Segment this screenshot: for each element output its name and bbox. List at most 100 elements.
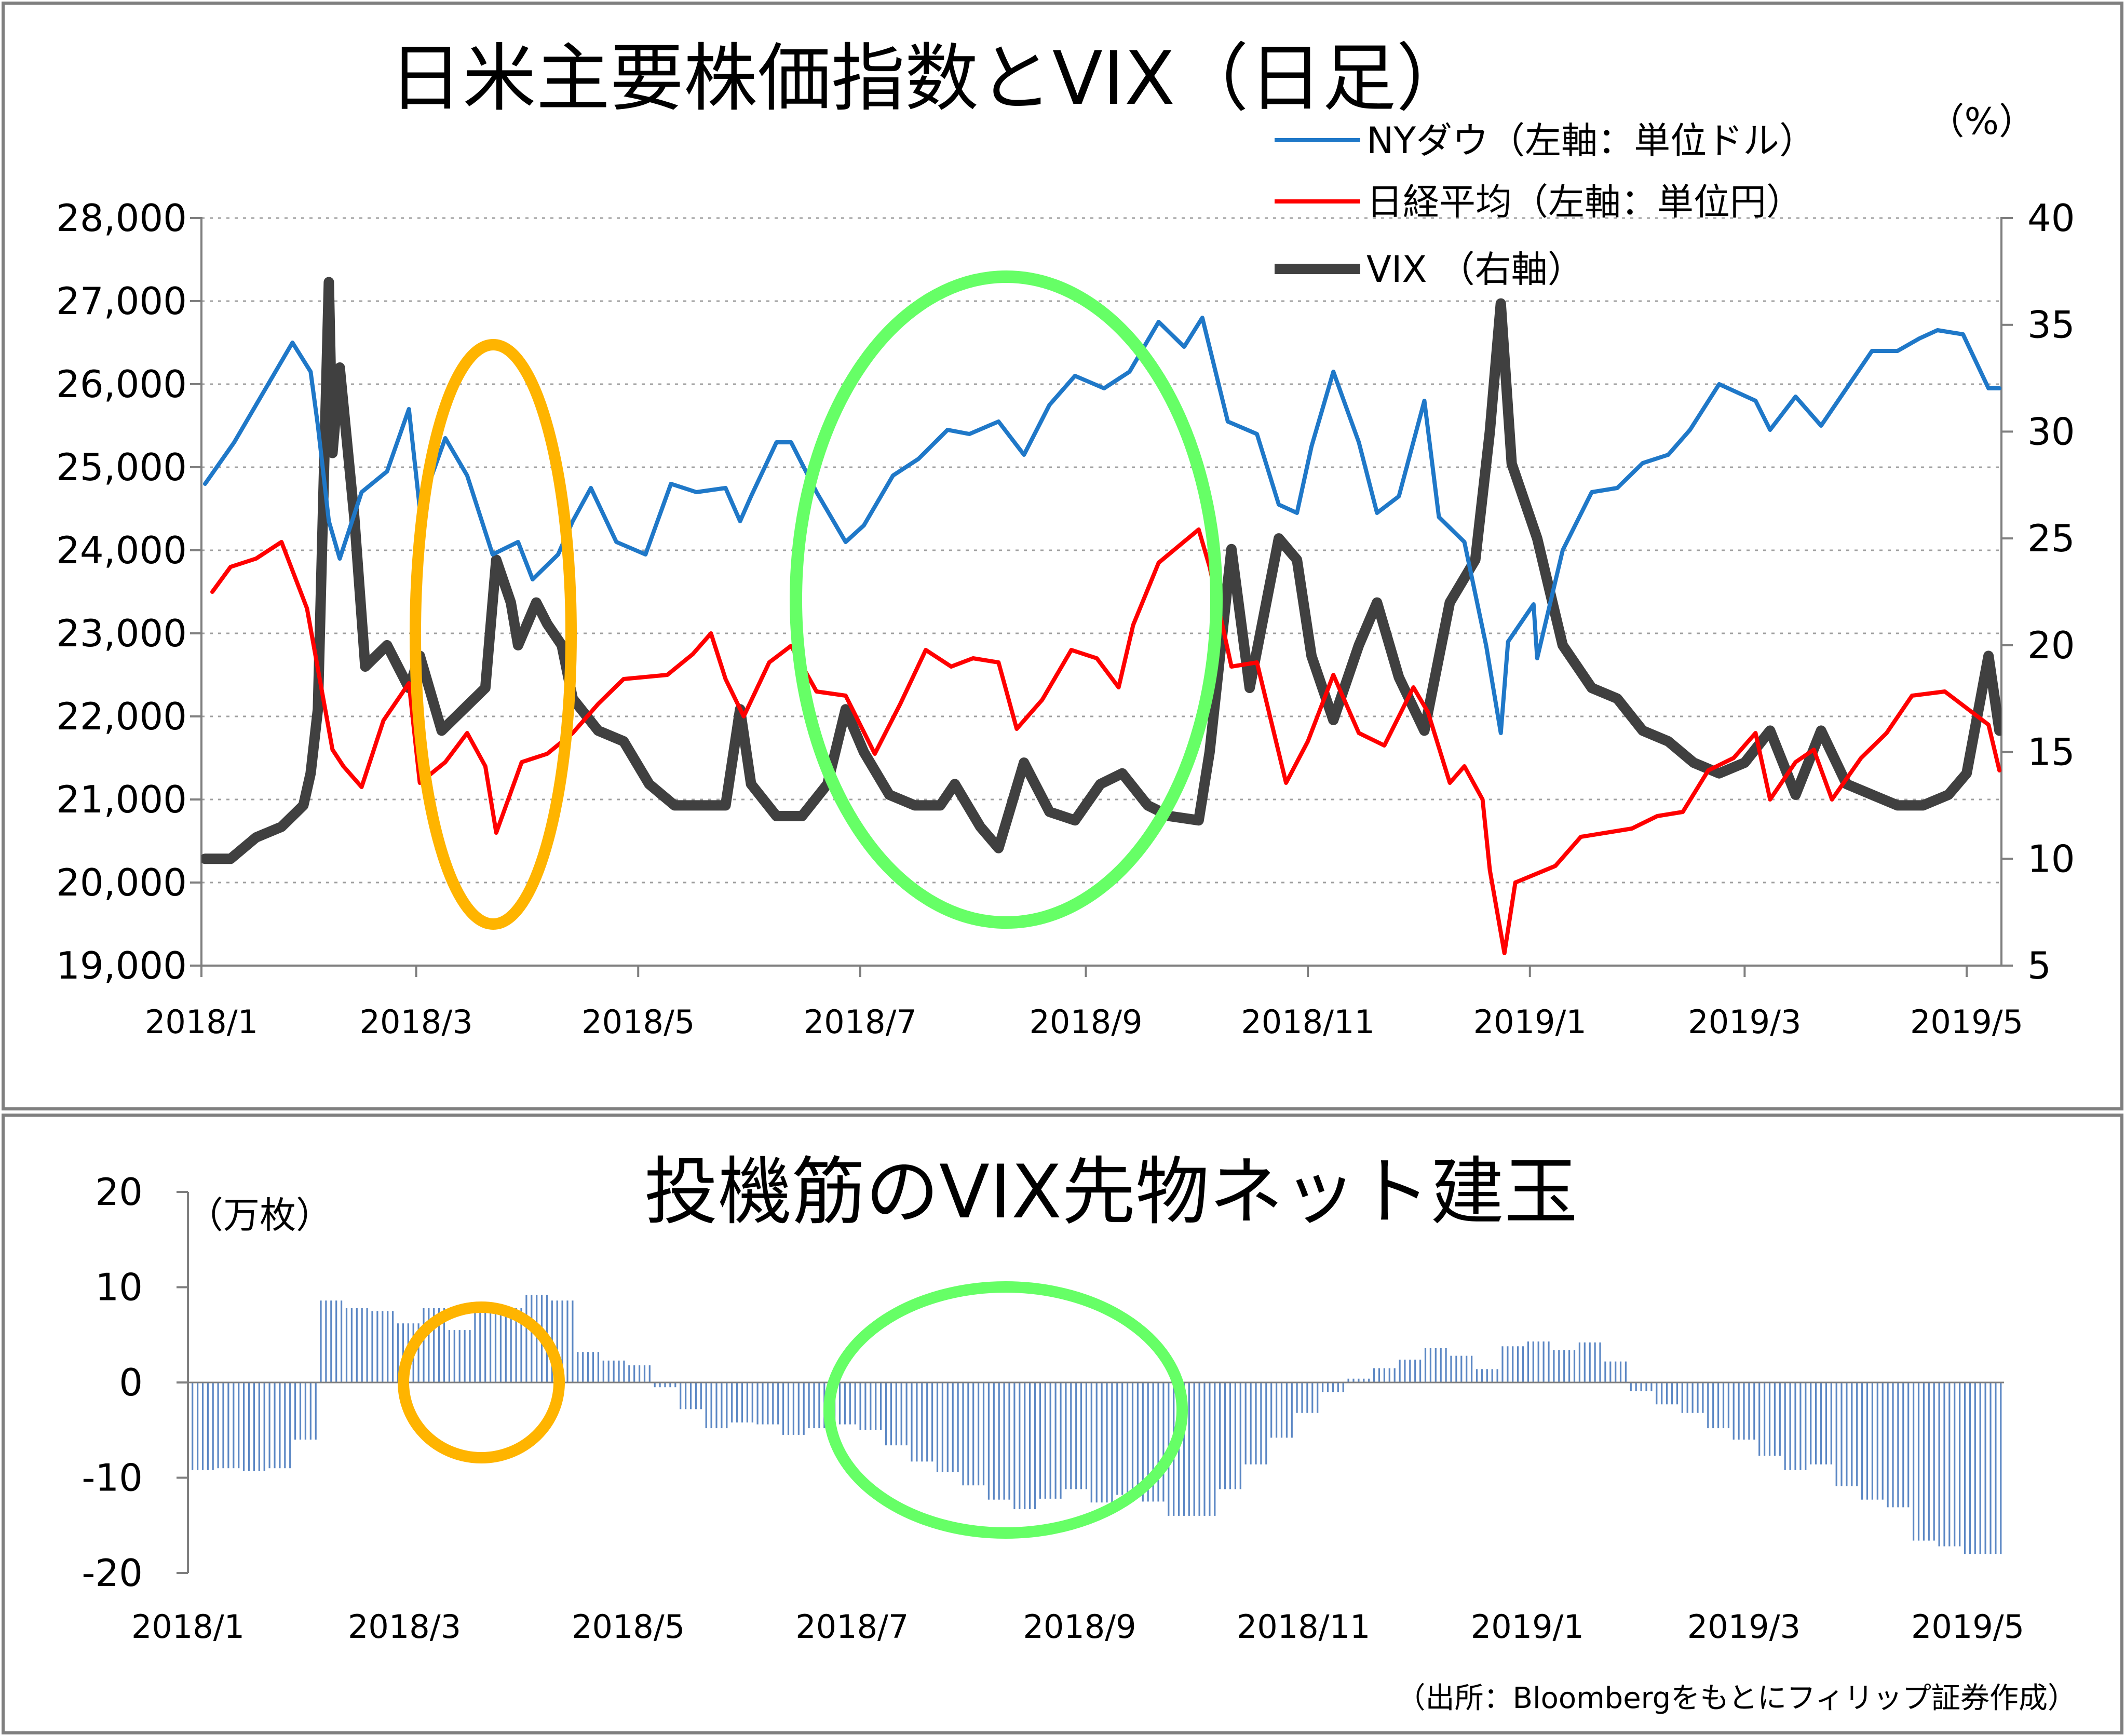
left-tick-label: 24,000 xyxy=(56,528,187,572)
position-bar xyxy=(1404,1360,1406,1382)
position-bar xyxy=(1373,1368,1375,1382)
position-bar xyxy=(1974,1382,1976,1554)
position-bar xyxy=(253,1382,255,1471)
legend-label-nikkei: 日経平均（左軸：単位円） xyxy=(1366,181,1803,223)
position-bar xyxy=(1527,1341,1529,1382)
position-bar xyxy=(1537,1341,1539,1382)
position-bar xyxy=(387,1311,389,1382)
position-bar xyxy=(639,1365,641,1382)
position-bar xyxy=(808,1382,810,1429)
position-bar xyxy=(700,1382,702,1409)
bottom-y-tick-label: 0 xyxy=(119,1361,143,1404)
position-bar xyxy=(715,1382,718,1429)
position-bar xyxy=(438,1308,440,1382)
position-bar xyxy=(263,1382,265,1471)
position-bar xyxy=(1347,1378,1349,1382)
top-axes xyxy=(200,217,2002,967)
x-tick-label: 2018/7 xyxy=(804,1003,917,1041)
position-bar xyxy=(417,1323,419,1382)
position-bar xyxy=(428,1308,430,1382)
position-bar xyxy=(1147,1382,1149,1502)
position-bar xyxy=(957,1382,959,1472)
position-bar xyxy=(1984,1382,1986,1554)
position-bar xyxy=(602,1360,604,1382)
position-bar xyxy=(978,1382,980,1486)
position-bar xyxy=(895,1382,897,1446)
position-bar xyxy=(1691,1382,1694,1413)
position-bar xyxy=(1650,1382,1653,1391)
position-bar xyxy=(490,1311,492,1382)
position-bar xyxy=(782,1382,784,1435)
position-bar xyxy=(1548,1341,1550,1382)
position-bar xyxy=(1039,1382,1041,1499)
position-bar xyxy=(1203,1382,1206,1516)
position-bar xyxy=(1106,1382,1108,1503)
left-tick-label: 22,000 xyxy=(56,695,187,738)
position-bar xyxy=(1794,1382,1796,1470)
position-bar xyxy=(1522,1346,1524,1382)
position-bar xyxy=(212,1382,214,1470)
position-bar xyxy=(1142,1382,1144,1502)
position-bar xyxy=(818,1382,820,1429)
position-bar xyxy=(741,1382,743,1423)
right-tick-label: 35 xyxy=(2027,303,2075,347)
position-bar xyxy=(1840,1382,1843,1486)
position-bar xyxy=(201,1382,204,1470)
legend-label-dow: NYダウ（左軸：単位ドル） xyxy=(1366,119,1816,162)
position-bar xyxy=(1995,1382,1997,1554)
position-bar xyxy=(1517,1346,1519,1382)
position-bar xyxy=(1352,1378,1355,1382)
position-bar xyxy=(474,1311,476,1382)
bottom-y-tick-label: 10 xyxy=(95,1266,143,1309)
position-bar xyxy=(1162,1382,1165,1502)
position-bar xyxy=(946,1382,949,1472)
top-x-axis-ticks: 2018/1 2018/3 2018/5 2018/7 2018/9 2018/11 201… xyxy=(145,966,2023,1041)
position-bar xyxy=(1866,1382,1869,1500)
left-tick-label: 20,000 xyxy=(56,861,187,904)
position-bar xyxy=(1558,1350,1560,1382)
position-bar xyxy=(1393,1368,1396,1382)
position-bar xyxy=(885,1382,887,1446)
position-bar xyxy=(587,1352,589,1382)
position-bar xyxy=(1265,1382,1267,1464)
right-tick-label: 20 xyxy=(2027,623,2075,667)
position-bar xyxy=(1388,1368,1390,1382)
position-bar xyxy=(2005,1382,2007,1554)
position-bar xyxy=(1276,1382,1278,1438)
position-bar xyxy=(710,1382,712,1429)
position-bar xyxy=(1748,1382,1750,1440)
top-chart-title: 日米主要株価指数とVIX（日足） xyxy=(389,36,1470,121)
position-bar xyxy=(1239,1382,1241,1489)
position-bar xyxy=(1810,1382,1812,1464)
position-bar xyxy=(1301,1382,1303,1413)
position-bar xyxy=(1080,1382,1082,1489)
position-bar xyxy=(309,1382,312,1440)
position-bar xyxy=(1661,1382,1663,1405)
position-bar xyxy=(1383,1368,1385,1382)
position-bar xyxy=(458,1330,461,1382)
position-bar xyxy=(993,1382,995,1500)
position-bar xyxy=(1882,1382,1884,1500)
position-bar xyxy=(1830,1382,1832,1464)
position-bar xyxy=(1764,1382,1766,1456)
position-bar xyxy=(1964,1382,1966,1554)
position-bar xyxy=(1019,1382,1021,1510)
right-tick-label: 15 xyxy=(2027,730,2075,774)
position-bar xyxy=(1496,1369,1498,1382)
position-bar xyxy=(1188,1382,1190,1516)
right-tick-label: 30 xyxy=(2027,410,2075,453)
position-bar xyxy=(1820,1382,1822,1464)
bottom-x-tick-label: 2019/5 xyxy=(1911,1608,2024,1646)
position-bar xyxy=(1599,1342,1601,1382)
position-bar xyxy=(1707,1382,1709,1429)
position-bar xyxy=(1234,1382,1236,1489)
position-bar xyxy=(1244,1382,1247,1464)
position-bar xyxy=(1322,1382,1324,1392)
position-bar xyxy=(561,1300,563,1382)
position-bar xyxy=(1260,1382,1262,1464)
position-bar xyxy=(1743,1382,1745,1440)
position-bar xyxy=(258,1382,260,1471)
position-bar xyxy=(356,1308,358,1382)
position-bar xyxy=(1542,1341,1545,1382)
position-bar xyxy=(1722,1382,1725,1429)
